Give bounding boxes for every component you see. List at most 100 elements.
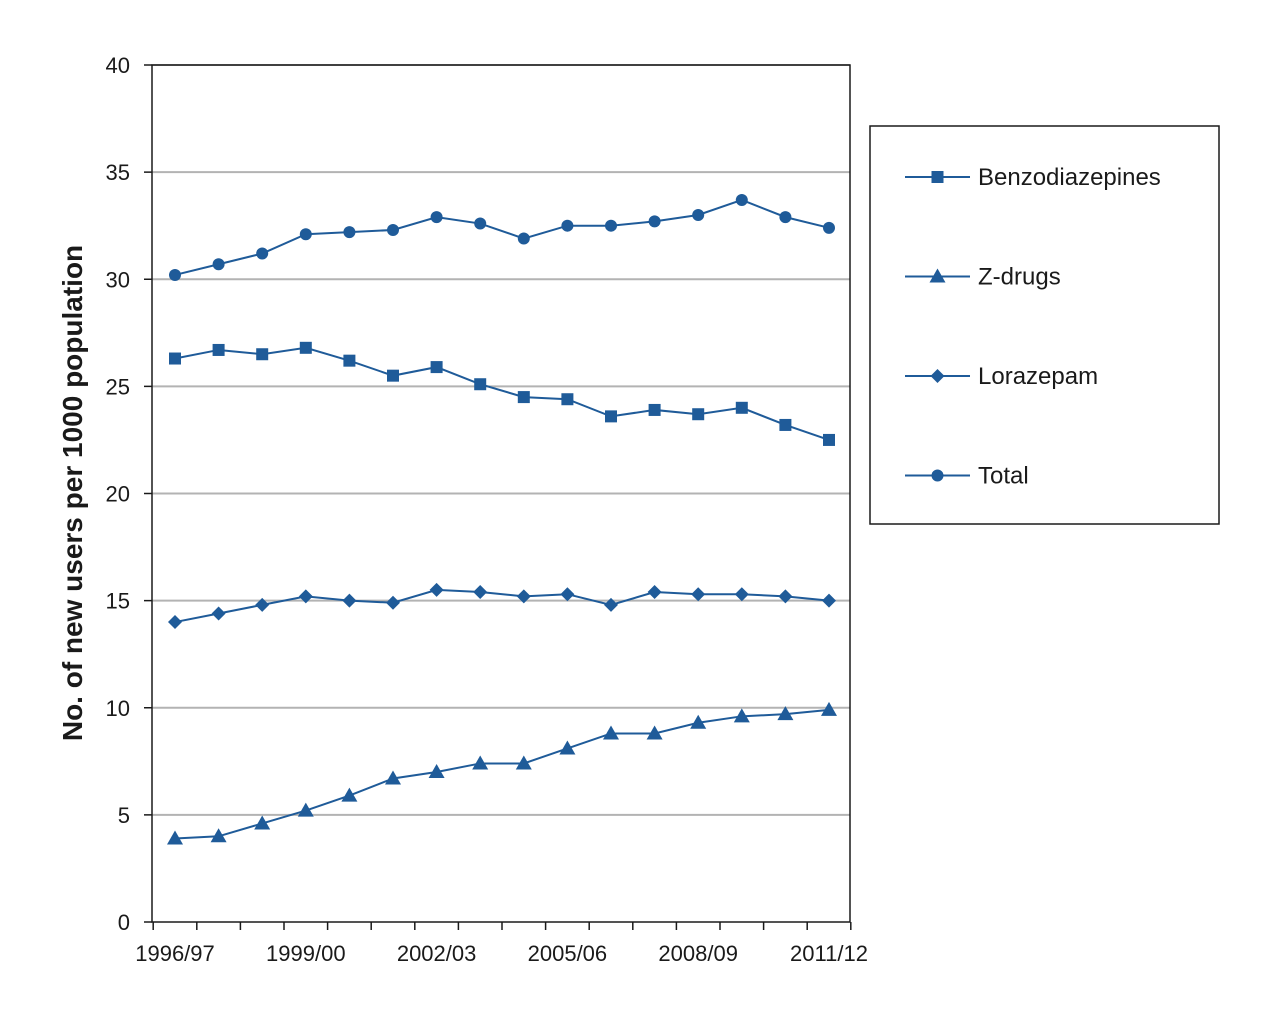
data-point-lorazepam (734, 587, 749, 602)
y-tick-label: 0 (118, 910, 130, 935)
legend-marker (931, 469, 944, 482)
data-point-benzodiazepines (387, 369, 399, 382)
x-tick-label: 2005/06 (528, 941, 608, 966)
data-point-total (430, 211, 443, 224)
data-point-total (692, 208, 705, 221)
legend-item-total: Total (905, 463, 1029, 490)
data-point-total (169, 268, 181, 281)
axes: 0 5 10 15 20 25 30 35 40 1996/97 1999/00 2002/03 200… (106, 53, 868, 966)
data-point-total (474, 217, 487, 230)
legend-label: Benzodiazepines (978, 164, 1161, 191)
data-point-z-drugs (777, 706, 794, 721)
series-line-total (174, 198, 830, 276)
data-point-total (605, 219, 617, 232)
data-point-z-drugs (559, 740, 576, 755)
data-point-lorazepam (473, 585, 488, 600)
data-point-benzodiazepines (735, 401, 748, 414)
data-point-benzodiazepines (561, 393, 574, 406)
data-point-total (779, 211, 792, 224)
data-point-benzodiazepines (169, 352, 181, 365)
y-tick-label: 35 (106, 160, 130, 185)
data-point-total (517, 232, 530, 245)
series-lorazepam (168, 582, 836, 630)
x-tick-label: 2002/03 (397, 941, 477, 966)
series-total (169, 193, 835, 281)
data-point-total (343, 226, 356, 239)
legend-item-lorazepam: Lorazepam (905, 363, 1098, 390)
data-point-z-drugs (603, 725, 619, 740)
legend-marker (931, 171, 944, 183)
data-point-z-drugs (690, 714, 707, 729)
data-point-lorazepam (429, 582, 444, 597)
series-line-benzodiazepines (174, 346, 830, 441)
legend-box (869, 125, 1220, 525)
legend-label: Z-drugs (978, 264, 1061, 291)
data-point-z-drugs (341, 787, 358, 802)
data-point-total (256, 247, 269, 260)
legend-item-benzodiazepines: Benzodiazepines (905, 164, 1161, 191)
data-point-total (299, 228, 312, 241)
legend: Benzodiazepines Z-drugs Lorazepam Total (869, 125, 1220, 525)
data-point-lorazepam (211, 606, 226, 621)
data-point-total (648, 215, 661, 228)
data-point-total (823, 221, 835, 234)
data-point-total (735, 193, 748, 206)
series-line-lorazepam (174, 588, 830, 624)
data-point-z-drugs (646, 725, 663, 740)
data-point-z-drugs (210, 828, 227, 843)
data-point-z-drugs (733, 708, 750, 723)
series-group (167, 193, 837, 845)
data-point-lorazepam (647, 585, 662, 600)
data-point-total (387, 223, 399, 236)
gridlines (152, 64, 850, 816)
data-point-benzodiazepines (605, 410, 617, 423)
data-point-z-drugs (297, 802, 314, 817)
x-tick-label: 2011/12 (790, 941, 868, 966)
data-point-benzodiazepines (299, 341, 312, 354)
y-axis-title: No. of new users per 1000 population (57, 245, 88, 741)
plot-frame (151, 64, 851, 923)
data-point-z-drugs (167, 830, 183, 845)
data-point-lorazepam (778, 589, 793, 604)
data-point-lorazepam (822, 593, 836, 608)
data-point-benzodiazepines (430, 361, 443, 374)
y-tick-label: 30 (106, 267, 130, 292)
x-tick-label: 1999/00 (266, 941, 346, 966)
data-point-lorazepam (604, 597, 618, 612)
data-point-lorazepam (386, 595, 400, 610)
y-tick-label: 20 (106, 482, 130, 507)
legend-marker (929, 268, 946, 283)
data-point-benzodiazepines (256, 348, 269, 361)
data-point-lorazepam (342, 593, 357, 608)
series-benzodiazepines (169, 341, 835, 446)
data-point-benzodiazepines (343, 354, 356, 367)
data-point-z-drugs (385, 770, 401, 785)
y-tick-label: 40 (106, 53, 130, 78)
legend-item-z-drugs: Z-drugs (905, 264, 1061, 291)
data-point-benzodiazepines (648, 403, 661, 416)
data-point-benzodiazepines (692, 408, 705, 421)
y-tick-label: 25 (106, 374, 130, 399)
data-point-z-drugs (254, 815, 271, 830)
y-tick-label: 15 (106, 589, 130, 614)
data-point-benzodiazepines (517, 391, 530, 404)
data-point-z-drugs (821, 701, 837, 716)
data-point-z-drugs (472, 755, 489, 770)
data-point-lorazepam (691, 587, 706, 602)
series-line-z-drugs (174, 708, 830, 840)
data-point-lorazepam (298, 589, 313, 604)
data-point-z-drugs (428, 764, 445, 779)
data-point-benzodiazepines (779, 418, 792, 431)
data-point-z-drugs (515, 755, 532, 770)
data-point-lorazepam (168, 615, 182, 630)
x-tick-label: 1996/97 (135, 941, 215, 966)
data-point-lorazepam (560, 587, 575, 602)
data-point-benzodiazepines (212, 343, 225, 356)
data-point-total (561, 219, 574, 232)
series-z-drugs (167, 701, 837, 845)
legend-label: Lorazepam (978, 363, 1098, 390)
legend-marker (930, 369, 945, 383)
data-point-lorazepam (516, 589, 531, 604)
data-point-benzodiazepines (823, 433, 835, 446)
